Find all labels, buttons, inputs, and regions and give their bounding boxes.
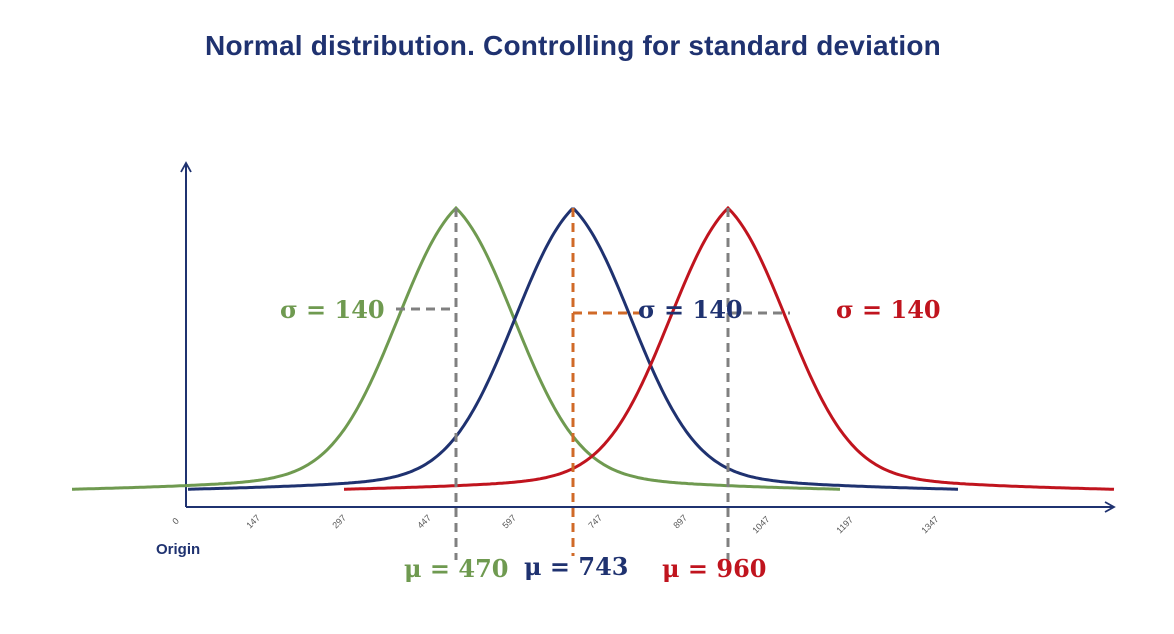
tick-label: 297 xyxy=(330,513,348,531)
tick-label: 1347 xyxy=(919,514,940,535)
tick-label: 897 xyxy=(671,513,689,531)
origin-label: Origin xyxy=(156,541,200,558)
tick-label: 1047 xyxy=(750,514,771,535)
page-title: Normal distribution. Controlling for sta… xyxy=(205,30,941,61)
blue-mu-label: μ = 743 xyxy=(524,552,628,581)
green-sigma-label: σ = 140 xyxy=(280,295,385,324)
tick-label: 1197 xyxy=(834,515,855,536)
tick-label: 0 xyxy=(170,516,181,527)
red-sigma-label: σ = 140 xyxy=(836,295,941,324)
tick-label: 447 xyxy=(415,513,433,531)
x-tick-labels: 0 147 297 447 597 747 897 1047 1197 1347 xyxy=(170,513,940,536)
blue-sigma-label: σ = 140 xyxy=(638,295,743,324)
red-mu-label: μ = 960 xyxy=(662,554,766,583)
tick-label: 147 xyxy=(244,513,262,531)
tick-label: 747 xyxy=(586,513,604,531)
green-mu-label: μ = 470 xyxy=(404,554,508,583)
tick-label: 597 xyxy=(500,513,518,531)
